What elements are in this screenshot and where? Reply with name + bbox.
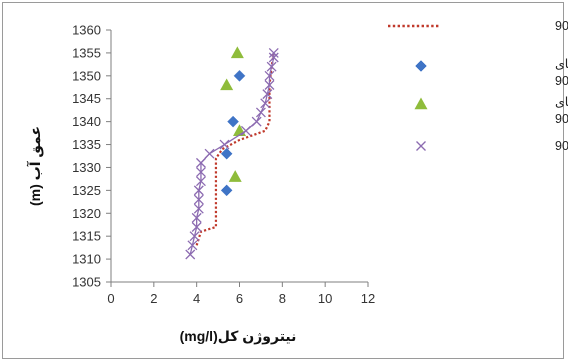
legend-label: مشاهداتی90/2/15: [555, 112, 568, 126]
data-point-x: [195, 176, 206, 187]
x-marker-stroke: [260, 98, 271, 109]
data-point-x: [268, 52, 279, 63]
x-tick-label: 10: [318, 291, 332, 306]
x-marker-stroke: [204, 148, 215, 159]
data-point-diamond: [220, 184, 233, 197]
x-marker-stroke: [187, 240, 198, 251]
data-point-x: [193, 185, 204, 196]
y-tick-label: 1355: [72, 45, 101, 60]
x-marker-stroke: [193, 203, 204, 214]
data-point-x: [195, 157, 206, 168]
series-3: [185, 47, 279, 260]
data-point-x: [264, 80, 275, 90]
y-tick-label: 1305: [72, 275, 101, 290]
legend-label: داده های: [555, 95, 568, 109]
legend-entry-3: نتایج مدل90/2/15: [416, 139, 568, 153]
y-tick-label: 1345: [72, 91, 101, 106]
x-marker-stroke: [416, 141, 426, 151]
y-tick-label: 1335: [72, 137, 101, 152]
x-tick-label: 4: [193, 291, 200, 306]
x-marker-stroke: [195, 167, 206, 177]
x-marker-stroke: [219, 139, 230, 150]
x-marker-stroke: [195, 176, 206, 187]
x-marker-stroke: [185, 249, 196, 260]
y-tick-label: 1325: [72, 183, 101, 198]
y-tick-label: 1360: [72, 23, 101, 38]
x-tick-label: 8: [279, 291, 286, 306]
legend-entry-2: داده های مشاهداتی90/2/15: [414, 95, 568, 126]
series-1: [220, 69, 246, 197]
data-point-triangle: [228, 170, 242, 182]
data-point-triangle: [230, 46, 244, 59]
x-marker-stroke: [262, 89, 273, 100]
y-tick-label: 1320: [72, 206, 101, 221]
data-point-x: [219, 139, 230, 150]
y-tick-label: 1350: [72, 68, 101, 83]
legend-label: داده های: [555, 57, 568, 71]
data-point-diamond: [227, 115, 239, 128]
data-point-x: [191, 222, 202, 232]
legend-marker-diamond: [415, 60, 427, 72]
legend-label: مشاهداتی90/1/15: [555, 74, 568, 88]
x-marker-stroke: [266, 61, 277, 72]
data-point-x: [262, 89, 273, 100]
data-point-x: [251, 116, 262, 127]
chart-frame: [2, 2, 564, 359]
data-point-x: [185, 249, 196, 260]
x-marker-stroke: [268, 52, 279, 63]
legend-label: نتایج مدل90/1/15: [555, 19, 568, 33]
data-point-x: [187, 240, 198, 251]
data-point-x: [193, 203, 204, 214]
x-marker-stroke: [240, 125, 251, 136]
data-point-x: [195, 167, 206, 177]
data-point-x: [268, 47, 279, 58]
legend-entry-1: داده های مشاهداتی90/1/15: [415, 57, 568, 88]
data-point-x: [260, 98, 271, 109]
data-point-x: [189, 231, 200, 242]
x-marker-stroke: [191, 222, 202, 232]
legend-marker-triangle: [414, 97, 428, 110]
legend-label: نتایج مدل90/2/15: [555, 139, 568, 153]
data-point-x: [240, 125, 251, 136]
x-marker-stroke: [193, 194, 204, 205]
data-point-x: [193, 194, 204, 205]
data-point-x: [255, 107, 266, 118]
y-tick-label: 1310: [72, 252, 101, 267]
y-tick-label: 1315: [72, 229, 101, 244]
series-2: [220, 46, 246, 182]
x-tick-label: 12: [361, 291, 375, 306]
legend-marker-x: [416, 141, 426, 151]
x-tick-label: 2: [150, 291, 157, 306]
x-marker-stroke: [191, 212, 202, 223]
x-tick-label: 0: [107, 291, 114, 306]
x-marker-stroke: [189, 231, 200, 242]
x-marker-stroke: [264, 80, 275, 90]
data-point-x: [264, 70, 275, 81]
x-marker-stroke: [193, 185, 204, 196]
series-0: [195, 52, 275, 246]
data-point-diamond: [220, 147, 233, 160]
x-marker-stroke: [255, 107, 266, 118]
x-axis-title: نیتروژن کل(mg/l): [180, 328, 297, 345]
x-tick-label: 6: [236, 291, 243, 306]
legend-entry-0: نتایج مدل90/1/15: [388, 19, 568, 33]
series-line: [195, 52, 275, 246]
y-tick-label: 1340: [72, 114, 101, 129]
data-point-x: [266, 61, 277, 72]
x-marker-stroke: [264, 70, 275, 81]
y-tick-label: 1330: [72, 160, 101, 175]
x-marker-stroke: [251, 116, 262, 127]
x-marker-stroke: [195, 157, 206, 168]
data-point-diamond: [233, 69, 246, 82]
data-point-triangle: [220, 78, 234, 91]
legend: نتایج مدل90/1/15داده هایمشاهداتی90/1/15د…: [388, 19, 568, 153]
y-axis-title: عمق آب (m): [26, 126, 44, 206]
plot-area: 0 2 4 6 8 10 12 1305 1310 1315 1320 1325 1330 1335 134…: [72, 23, 375, 307]
data-point-x: [204, 148, 215, 159]
data-point-x: [191, 212, 202, 223]
x-marker-stroke: [268, 47, 279, 58]
